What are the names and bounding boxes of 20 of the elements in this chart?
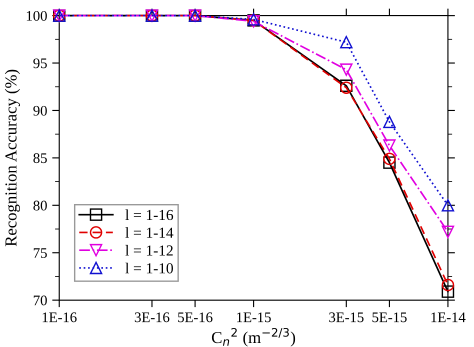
x-tick-label: 1E-14 bbox=[431, 312, 466, 322]
x-axis-title: C$_{n}$$^{2}$ (m$^{−2/3}$) bbox=[212, 328, 296, 347]
x-tick-label: 1E-15 bbox=[237, 312, 271, 322]
x-tick-label: 3E-15 bbox=[329, 312, 364, 322]
legend-label: l = 1-16 bbox=[125, 209, 174, 220]
x-tick-label: 1E-16 bbox=[42, 312, 77, 322]
y-tick-label: 95 bbox=[33, 58, 47, 68]
y-tick-label: 85 bbox=[33, 153, 47, 164]
legend-label: l = 1-10 bbox=[125, 262, 173, 274]
x-tick-label: 3E-16 bbox=[134, 312, 170, 322]
legend-label: l = 1-14 bbox=[125, 227, 174, 238]
y-axis-title: Recognition Accuracy (%) bbox=[4, 70, 20, 246]
x-tick-label: 5E-16 bbox=[178, 312, 212, 322]
y-tick-label: 90 bbox=[33, 106, 47, 116]
y-tick-label: 80 bbox=[33, 200, 47, 211]
legend-label: l = 1-12 bbox=[125, 244, 173, 256]
x-tick-label: 5E-15 bbox=[372, 312, 407, 322]
y-tick-label: 75 bbox=[34, 248, 47, 258]
y-tick-label: 100 bbox=[26, 10, 47, 21]
y-tick-label: 70 bbox=[34, 296, 47, 306]
